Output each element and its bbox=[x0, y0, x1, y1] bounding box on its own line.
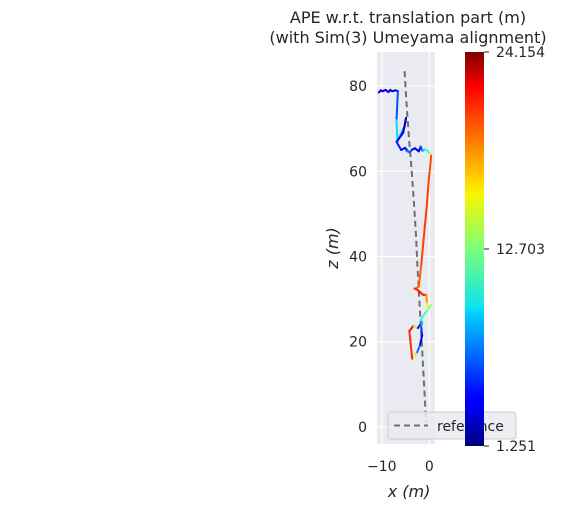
estimate-segment bbox=[418, 334, 424, 347]
estimate-segment bbox=[416, 324, 421, 330]
x-axis-label: x (m) bbox=[387, 482, 431, 501]
estimate-segment bbox=[408, 330, 414, 360]
x-tick-labels: −10 0 bbox=[367, 459, 434, 475]
colorbar-tick-label: 24.154 bbox=[496, 45, 545, 61]
chart-title: APE w.r.t. translation part (m) bbox=[290, 8, 526, 27]
estimate-segment bbox=[395, 90, 399, 122]
estimate-segment bbox=[417, 289, 425, 296]
estimate-segment bbox=[417, 264, 423, 288]
estimate-segment bbox=[427, 154, 433, 181]
plot-area bbox=[377, 52, 435, 444]
estimate-segment bbox=[420, 326, 424, 337]
chart-subtitle: (with Sim(3) Umeyama alignment) bbox=[269, 28, 546, 47]
y-tick-label: 40 bbox=[349, 250, 367, 266]
y-tick-label: 0 bbox=[358, 420, 367, 436]
colorbar bbox=[465, 52, 484, 446]
estimate-layer bbox=[377, 88, 433, 360]
estimate-segment bbox=[402, 117, 407, 134]
estimate-segment bbox=[395, 131, 405, 143]
legend: reference bbox=[387, 411, 517, 440]
colorbar-tick-label: 1.251 bbox=[496, 439, 536, 455]
y-tick-label: 20 bbox=[349, 335, 367, 351]
reference-layer bbox=[403, 71, 427, 423]
y-tick-label: 60 bbox=[349, 164, 367, 180]
estimate-segment bbox=[422, 208, 428, 241]
estimate-segment bbox=[425, 178, 430, 211]
x-tick-label: 0 bbox=[425, 459, 434, 475]
colorbar-tick-label: 12.703 bbox=[496, 242, 545, 258]
estimate-segment bbox=[420, 238, 425, 267]
estimate-segment bbox=[415, 345, 421, 355]
colorbar-ticks: 1.251 12.703 24.154 bbox=[484, 45, 545, 455]
y-tick-labels: 0 20 40 60 80 bbox=[349, 79, 367, 436]
estimate-segment bbox=[420, 312, 427, 321]
estimate-segment bbox=[408, 324, 415, 333]
estimate-segment bbox=[395, 119, 399, 143]
estimate-segment bbox=[395, 140, 403, 151]
reference-line bbox=[403, 71, 427, 423]
y-tick-label: 80 bbox=[349, 79, 367, 95]
x-tick-label: −10 bbox=[367, 459, 397, 475]
y-axis-label: z (m) bbox=[323, 227, 342, 270]
